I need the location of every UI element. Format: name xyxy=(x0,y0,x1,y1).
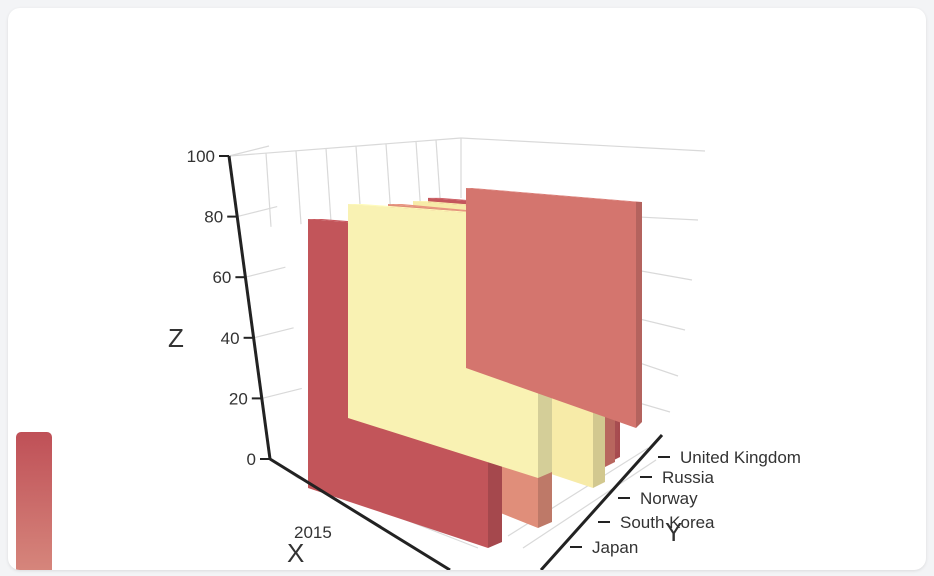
back-wall-grid-line xyxy=(295,150,302,225)
z-ticks: 0 20 40 60 80 100 xyxy=(187,147,270,469)
y-axis-line xyxy=(539,433,664,570)
z-tick-label: 40 xyxy=(221,329,240,348)
axes xyxy=(227,155,664,570)
x-axis-line xyxy=(269,457,451,570)
bar-chart-3d: 0 20 40 60 80 100 Japan South Korea Norway Russi… xyxy=(168,137,801,570)
back-wall-top-edge xyxy=(228,137,462,157)
y-axis-title: Y xyxy=(665,517,682,547)
x-tick-label: 2015 xyxy=(294,523,332,542)
y-tick-label: United Kingdom xyxy=(680,448,801,467)
z-grid-line xyxy=(261,387,302,399)
y-tick-label: Norway xyxy=(640,489,698,508)
z-tick-label: 80 xyxy=(204,208,223,227)
z-grid-line xyxy=(228,145,270,157)
x-axis-title: X xyxy=(287,538,304,568)
z-tick-label: 0 xyxy=(247,450,256,469)
z-tick-label: 100 xyxy=(187,147,215,166)
z-tick-label: 20 xyxy=(229,389,248,408)
y-tick-label: Japan xyxy=(592,538,638,557)
bar-front-face xyxy=(466,188,636,428)
z-grid-line xyxy=(245,266,286,278)
floor-grid-line xyxy=(522,459,657,549)
bars xyxy=(308,188,642,548)
back-wall-grid-line xyxy=(265,153,272,227)
bar-side-face xyxy=(636,202,642,428)
color-scale-bar xyxy=(16,432,52,570)
z-grid-line xyxy=(253,327,294,339)
z-axis-title: Z xyxy=(168,323,184,353)
z-tick-label: 60 xyxy=(212,268,231,287)
back-wall-right-top-edge xyxy=(460,137,706,152)
back-wall-grid-line xyxy=(325,148,332,222)
y-tick-label: Russia xyxy=(662,468,715,487)
chart-card: 0 20 40 60 80 100 Japan South Korea Norway Russi… xyxy=(8,8,926,570)
z-grid-line xyxy=(237,206,278,218)
bar-japan xyxy=(466,188,642,428)
y-tick-label: South Korea xyxy=(620,513,715,532)
bar-top-face xyxy=(466,188,642,202)
z-axis-line xyxy=(227,155,272,460)
